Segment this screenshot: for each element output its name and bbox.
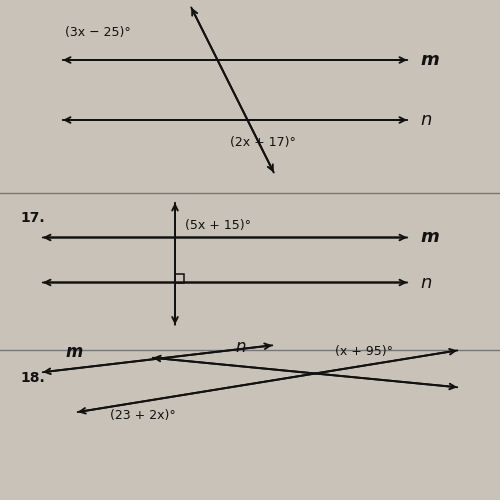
Text: (23 + 2x)°: (23 + 2x)°: [110, 410, 176, 422]
Text: m: m: [65, 343, 82, 361]
Text: (x + 95)°: (x + 95)°: [335, 346, 393, 358]
Text: (5x + 15)°: (5x + 15)°: [185, 220, 251, 232]
Text: 18.: 18.: [20, 370, 45, 384]
Text: n: n: [420, 111, 432, 129]
Text: 17.: 17.: [20, 210, 44, 224]
Text: (3x − 25)°: (3x − 25)°: [65, 26, 131, 39]
Text: m: m: [420, 228, 439, 246]
Text: n: n: [235, 338, 246, 355]
Text: n: n: [420, 274, 432, 291]
Text: m: m: [420, 51, 439, 69]
Text: (2x + 17)°: (2x + 17)°: [230, 136, 296, 149]
